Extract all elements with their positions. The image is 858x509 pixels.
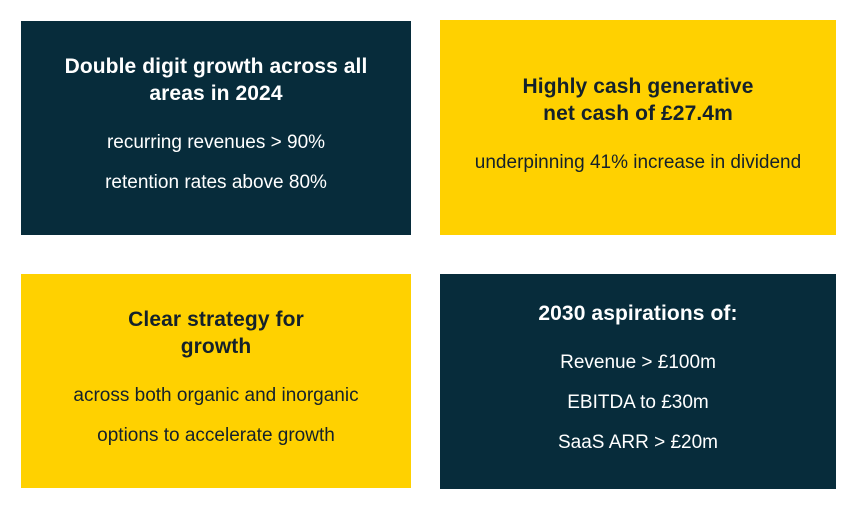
card-title-double-digit-growth: Double digit growth across all areas in …: [64, 55, 368, 105]
card-line-dividend-increase: underpinning 41% increase in dividend: [474, 151, 802, 173]
card-title-2030-aspirations: 2030 aspirations of:: [538, 302, 738, 325]
card-line-ebitda-target: EBITDA to £30m: [567, 392, 709, 413]
card-line-revenue-target: Revenue > £100m: [560, 352, 716, 373]
card-line-recurring-revenues: recurring revenues > 90%: [106, 132, 326, 153]
card-line-saas-arr-target: SaaS ARR > £20m: [557, 432, 718, 453]
card-line-accelerate-growth: options to accelerate growth: [97, 425, 335, 446]
card-clear-strategy: Clear strategy for growth across both or…: [21, 274, 411, 488]
card-2030-aspirations: 2030 aspirations of: Revenue > £100m EBI…: [440, 274, 836, 489]
card-double-digit-growth: Double digit growth across all areas in …: [21, 21, 411, 235]
card-title-clear-strategy: Clear strategy for growth: [128, 308, 304, 358]
card-title-net-cash: Highly cash generative net cash of £27.4…: [522, 74, 754, 125]
card-line-organic-inorganic: across both organic and inorganic: [73, 385, 359, 406]
card-net-cash: Highly cash generative net cash of £27.4…: [440, 20, 836, 235]
card-line-retention-rates: retention rates above 80%: [105, 172, 327, 193]
